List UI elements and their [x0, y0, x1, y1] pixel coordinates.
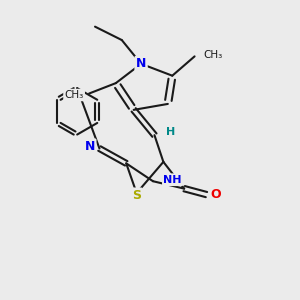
- Text: CH₃: CH₃: [203, 50, 222, 60]
- Text: N: N: [136, 57, 146, 70]
- Text: N: N: [85, 140, 95, 153]
- Text: H: H: [166, 127, 175, 137]
- Text: O: O: [210, 188, 221, 201]
- Text: NH: NH: [164, 175, 182, 185]
- Text: S: S: [132, 189, 141, 202]
- Text: CH₃: CH₃: [64, 90, 84, 100]
